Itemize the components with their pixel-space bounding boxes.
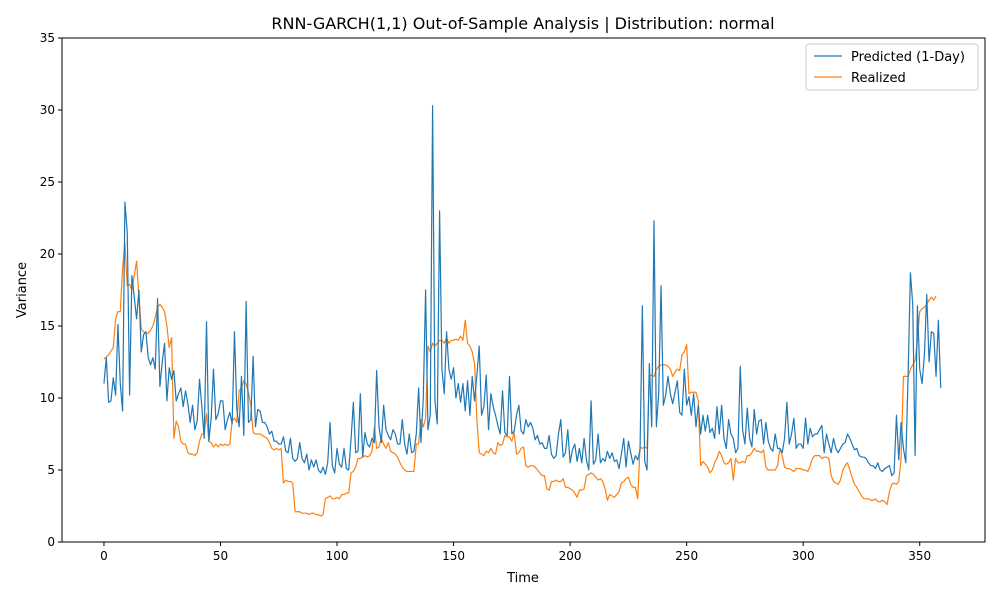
x-tick-label: 100	[326, 549, 349, 563]
series-line-realized	[103, 241, 937, 517]
plot-frame	[61, 37, 986, 543]
legend: Predicted (1-Day) Realized	[805, 43, 979, 91]
x-tick-label: 350	[908, 549, 931, 563]
legend-label-realized: Realized	[851, 71, 906, 86]
legend-label-predicted: Predicted (1-Day)	[851, 50, 965, 65]
y-tick-label: 0	[47, 535, 55, 549]
y-tick-label: 25	[40, 175, 55, 189]
x-axis-label: Time	[506, 571, 539, 586]
y-tick-label: 30	[40, 103, 55, 117]
x-tick-label: 150	[442, 549, 465, 563]
x-tick-label: 0	[100, 549, 108, 563]
y-tick-label: 35	[40, 31, 55, 45]
y-axis-label: Variance	[15, 262, 30, 318]
x-tick-label: 200	[559, 549, 582, 563]
y-tick-label: 10	[40, 391, 55, 405]
series-line-predicted	[103, 105, 942, 477]
legend-box	[805, 43, 979, 91]
x-tick-label: 50	[213, 549, 228, 563]
y-axis: 0 5 10 15 20 25 30 35	[40, 31, 62, 549]
chart-title: RNN-GARCH(1,1) Out-of-Sample Analysis | …	[271, 14, 774, 33]
series-layer	[103, 105, 942, 517]
x-tick-label: 300	[792, 549, 815, 563]
plot-area	[61, 37, 986, 543]
x-axis: 0 50 100 150 200 250 300 350	[100, 542, 931, 563]
y-tick-label: 20	[40, 247, 55, 261]
y-tick-label: 15	[40, 319, 55, 333]
x-tick-label: 250	[675, 549, 698, 563]
y-tick-label: 5	[47, 463, 55, 477]
